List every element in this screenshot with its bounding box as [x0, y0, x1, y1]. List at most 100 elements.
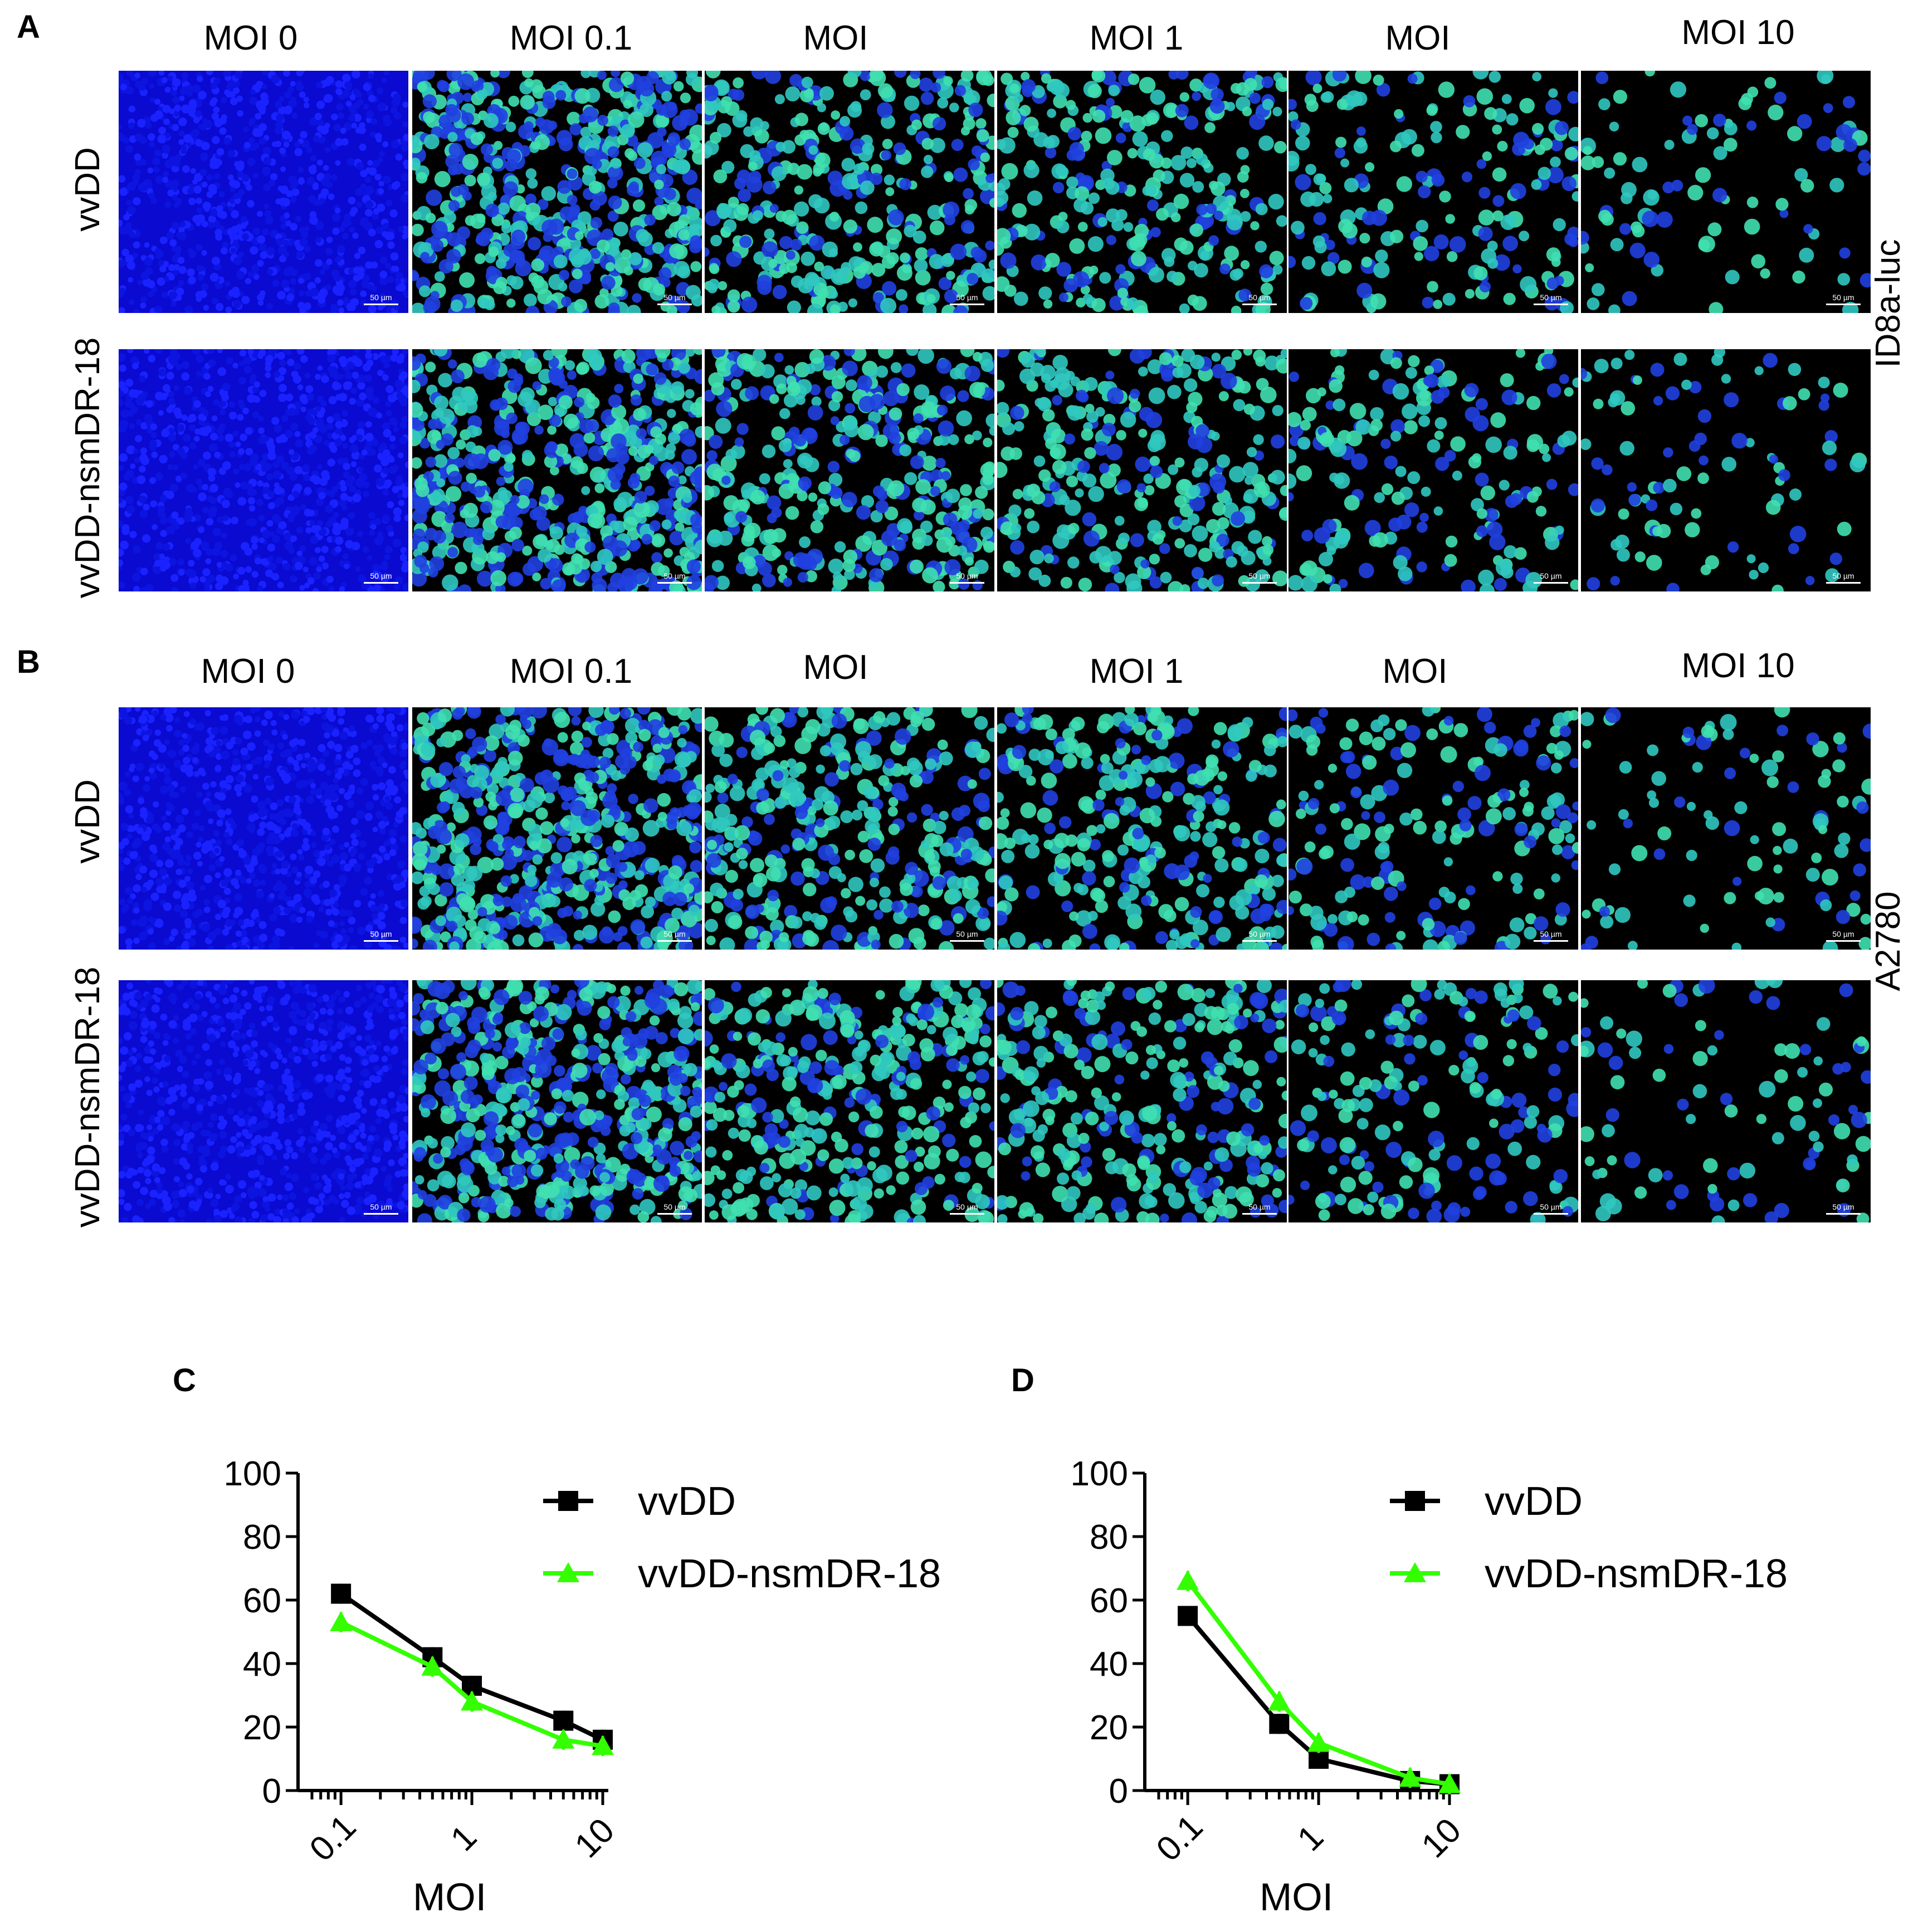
- panel-b-col-label-moi-10: MOI 10: [1681, 647, 1795, 685]
- scale-bar-label: 50 µm: [1832, 571, 1854, 580]
- panel-b-micrograph-r1-c4: 50 µm: [997, 707, 1287, 950]
- y-tick-label: 60: [1090, 1582, 1128, 1620]
- panel-b-micrograph-r1-c5: 50 µm: [1288, 707, 1578, 950]
- y-tick-label: 40: [243, 1645, 281, 1684]
- series-1-point: [1438, 1773, 1461, 1793]
- y-tick-label: 20: [1090, 1709, 1128, 1747]
- panel-b-col-label-moi-5: MOI: [1382, 652, 1448, 691]
- panel-a-micrograph-r2-c3: 50 µm: [705, 349, 994, 591]
- panel-b-micrograph-r2-c5: 50 µm: [1288, 980, 1578, 1222]
- scale-bar-label: 50 µm: [1248, 930, 1270, 938]
- panel-b-micrograph-r2-c4: 50 µm: [997, 980, 1287, 1222]
- panel-b-letter: B: [17, 644, 40, 680]
- panel-b-row-label-vvdd-nsmdr-18: vvDD-nsmDR-18: [69, 966, 107, 1228]
- x-axis-title: MOI: [413, 1875, 486, 1919]
- panel-a-row-label-vvdd-nsmdr-18: vvDD-nsmDR-18: [69, 337, 107, 599]
- x-tick-label: 1: [443, 1818, 484, 1858]
- legend-marker: [558, 1491, 578, 1511]
- series-1-point: [1268, 1690, 1291, 1711]
- panel-a-micrograph-r1-c2: 50 µm: [412, 71, 702, 313]
- panel-a-micrograph-r2-c2: 50 µm: [412, 349, 702, 591]
- panel-b-micrograph-r2-c2: 50 µm: [412, 980, 702, 1222]
- panel-c-letter: C: [173, 1362, 196, 1398]
- scale-bar-label: 50 µm: [663, 930, 685, 938]
- panel-a-cell-line-label: ID8a-luc: [1869, 239, 1907, 368]
- scale-bar-label: 50 µm: [956, 571, 978, 580]
- panel-b-col-label-moi-0-1: MOI 0.1: [509, 652, 633, 691]
- scale-bar-label: 50 µm: [956, 293, 978, 302]
- scale-bar-label: 50 µm: [663, 571, 685, 580]
- panel-b-row-label-vvdd: vvDD: [69, 779, 107, 864]
- scale-bar-label: 50 µm: [1248, 571, 1270, 580]
- legend-label: vvDD-nsmDR-18: [638, 1552, 941, 1596]
- scale-bar-label: 50 µm: [370, 930, 392, 938]
- scale-bar-label: 50 µm: [1248, 293, 1270, 302]
- series-1-point: [461, 1690, 484, 1711]
- panel-b-col-label-moi-1: MOI 1: [1089, 652, 1184, 691]
- series-1-point: [1307, 1732, 1330, 1752]
- legend-label: vvDD-nsmDR-18: [1485, 1552, 1788, 1596]
- series-1-point: [552, 1728, 575, 1749]
- scale-bar-label: 50 µm: [956, 930, 978, 938]
- scale-bar-label: 50 µm: [1540, 293, 1561, 302]
- panel-b-cell-line-label: A2780: [1869, 891, 1907, 991]
- series-0-point: [1178, 1606, 1198, 1626]
- panel-b-micrograph-r2-c3: 50 µm: [705, 980, 994, 1222]
- y-tick-label: 100: [1071, 1455, 1128, 1493]
- panel-a-micrograph-r2-c6: 50 µm: [1581, 349, 1871, 591]
- panel-b-col-label-moi-0-5: MOI: [803, 648, 868, 687]
- legend-label: vvDD: [638, 1479, 736, 1524]
- scale-bar-label: 50 µm: [1832, 293, 1854, 302]
- scale-bar-label: 50 µm: [663, 293, 685, 302]
- panel-b-micrograph-r2-c1: 50 µm: [119, 980, 408, 1222]
- panel-a-col-label-moi-0: MOI 0: [203, 19, 298, 57]
- series-0-point: [1269, 1714, 1290, 1734]
- panel-a-col-label-moi-0-5: MOI: [803, 19, 868, 57]
- series-1-point: [330, 1611, 353, 1631]
- scale-bar-label: 50 µm: [1540, 571, 1561, 580]
- x-tick-label: 0.1: [1149, 1808, 1211, 1869]
- panel-b-col-label-moi-0: MOI 0: [201, 652, 295, 691]
- panel-b-micrograph-r1-c3: 50 µm: [705, 707, 994, 950]
- y-tick-label: 0: [262, 1772, 281, 1811]
- series-1-point: [1399, 1767, 1422, 1787]
- y-tick-label: 60: [243, 1582, 281, 1620]
- panel-a-micrograph-r1-c3: 50 µm: [705, 71, 994, 313]
- panel-a-micrograph-r1-c4: 50 µm: [997, 71, 1287, 313]
- panel-a-col-label-moi-1: MOI 1: [1089, 19, 1184, 57]
- panel-a-col-label-moi-0-1: MOI 0.1: [509, 19, 633, 57]
- scale-bar-label: 50 µm: [370, 571, 392, 580]
- series-0-point: [331, 1583, 352, 1604]
- panel-a-micrograph-r1-c5: 50 µm: [1288, 71, 1578, 313]
- legend-label: vvDD: [1485, 1479, 1583, 1524]
- panel-d-chart: 0 20 40 60 80 100 0.1 1 10 MOI vvDD vvDD-nsmDR-18: [1071, 1455, 1788, 1919]
- x-tick-label: 0.1: [302, 1808, 364, 1869]
- y-tick-label: 80: [1090, 1518, 1128, 1557]
- y-tick-label: 80: [243, 1518, 281, 1557]
- panel-a-micrograph-r2-c1: 50 µm: [119, 349, 408, 591]
- panel-a-micrograph-r1-c1: 50 µm: [119, 71, 408, 313]
- y-tick-label: 40: [1090, 1645, 1128, 1684]
- legend-marker: [1404, 1562, 1426, 1582]
- x-tick-label: 10: [568, 1811, 622, 1866]
- x-tick-label: 1: [1290, 1818, 1331, 1858]
- panel-a-micrograph-r1-c6: 50 µm: [1581, 71, 1871, 313]
- panel-d-letter: D: [1011, 1362, 1034, 1398]
- scale-bar-label: 50 µm: [1832, 1202, 1854, 1211]
- legend-marker: [1405, 1491, 1425, 1511]
- x-axis-title: MOI: [1260, 1875, 1333, 1919]
- scale-bar-label: 50 µm: [1540, 1202, 1561, 1211]
- panel-a-col-label-moi-10: MOI 10: [1681, 13, 1795, 52]
- panel-a-letter: A: [17, 9, 40, 45]
- series-1-point: [1177, 1569, 1199, 1590]
- panel-a-micrograph-r2-c5: 50 µm: [1288, 349, 1578, 591]
- legend-marker: [557, 1562, 579, 1582]
- scale-bar-label: 50 µm: [1248, 1202, 1270, 1211]
- scale-bar-label: 50 µm: [663, 1202, 685, 1211]
- scale-bar-label: 50 µm: [1832, 930, 1854, 938]
- x-tick-label: 10: [1414, 1811, 1469, 1866]
- scale-bar-label: 50 µm: [370, 293, 392, 302]
- panel-b-micrograph-r2-c6: 50 µm: [1581, 980, 1871, 1222]
- y-tick-label: 0: [1109, 1772, 1128, 1811]
- series-1-point: [592, 1735, 614, 1755]
